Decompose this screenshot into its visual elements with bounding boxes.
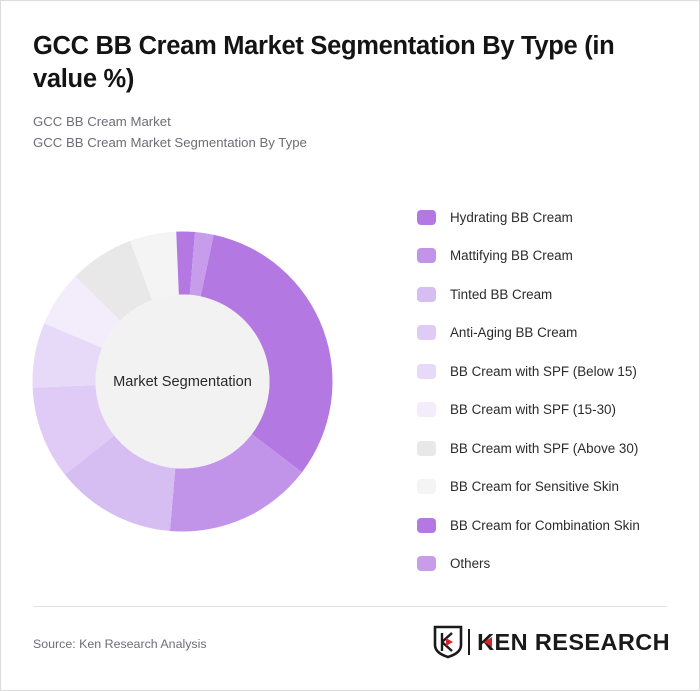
- legend-item[interactable]: BB Cream with SPF (Below 15): [417, 352, 679, 391]
- footer-divider: [33, 606, 667, 607]
- legend-item[interactable]: BB Cream with SPF (Above 30): [417, 429, 679, 468]
- donut-slice[interactable]: [176, 231, 196, 295]
- legend-label: Anti-Aging BB Cream: [450, 325, 578, 341]
- donut-slice[interactable]: [130, 231, 179, 300]
- donut-hole: [95, 294, 270, 469]
- logo-red-triangle-icon: [484, 637, 493, 647]
- donut-slice[interactable]: [32, 323, 103, 388]
- legend-item[interactable]: Tinted BB Cream: [417, 275, 679, 314]
- legend-label: BB Cream with SPF (15-30): [450, 402, 616, 418]
- legend-item[interactable]: Others: [417, 545, 679, 584]
- legend-label: BB Cream for Sensitive Skin: [450, 479, 619, 495]
- ken-research-logo: KEN RESEARCH: [433, 625, 670, 659]
- legend-item[interactable]: BB Cream for Combination Skin: [417, 506, 679, 545]
- donut-slice[interactable]: [32, 385, 115, 475]
- logo-separator: [468, 629, 471, 655]
- legend-label: Tinted BB Cream: [450, 286, 553, 302]
- chart-legend: Hydrating BB Cream Mattifying BB Cream Tin…: [417, 198, 679, 583]
- donut-slice[interactable]: [189, 232, 214, 297]
- legend-label: BB Cream with SPF (Below 15): [450, 363, 637, 379]
- logo-wordmark-text: KEN RESEARCH: [477, 628, 670, 655]
- donut-chart-svg: [32, 231, 333, 532]
- legend-label: Hydrating BB Cream: [450, 209, 573, 225]
- logo-wordmark-k: KEN RESEARCH: [477, 629, 670, 656]
- legend-label: BB Cream for Combination Skin: [450, 517, 640, 533]
- donut-chart: Market Segmentation: [32, 231, 333, 532]
- legend-swatch: [417, 325, 436, 341]
- legend-swatch: [417, 402, 436, 418]
- donut-slice[interactable]: [64, 435, 176, 531]
- legend-item[interactable]: Hydrating BB Cream: [417, 198, 679, 237]
- legend-swatch: [417, 363, 436, 379]
- legend-item[interactable]: BB Cream for Sensitive Skin: [417, 468, 679, 507]
- legend-swatch: [417, 556, 436, 572]
- legend-swatch: [417, 209, 436, 225]
- legend-swatch: [417, 517, 436, 533]
- subtitle-group: GCC BB Cream Market GCC BB Cream Market …: [33, 112, 307, 154]
- legend-swatch: [417, 440, 436, 456]
- legend-label: Others: [450, 556, 491, 572]
- legend-item[interactable]: Mattifying BB Cream: [417, 237, 679, 276]
- legend-label: BB Cream with SPF (Above 30): [450, 440, 639, 456]
- legend-item[interactable]: BB Cream with SPF (15-30): [417, 391, 679, 430]
- legend-swatch: [417, 286, 436, 302]
- legend-swatch: [417, 479, 436, 495]
- subtitle-market: GCC BB Cream Market: [33, 114, 171, 129]
- donut-slice[interactable]: [200, 234, 333, 473]
- legend-swatch: [417, 248, 436, 264]
- legend-label: Mattifying BB Cream: [450, 248, 573, 264]
- shield-k-icon: [433, 625, 463, 659]
- donut-slice[interactable]: [44, 276, 121, 348]
- legend-item[interactable]: Anti-Aging BB Cream: [417, 314, 679, 353]
- logo-wordmark: KEN RESEARCH: [477, 629, 670, 656]
- subtitle-segmentation: GCC BB Cream Market Segmentation By Type: [33, 134, 307, 150]
- donut-slice[interactable]: [169, 434, 302, 532]
- page-title: GCC BB Cream Market Segmentation By Type…: [33, 32, 615, 93]
- donut-slice[interactable]: [75, 240, 153, 321]
- source-note: Source: Ken Research Analysis: [33, 637, 207, 651]
